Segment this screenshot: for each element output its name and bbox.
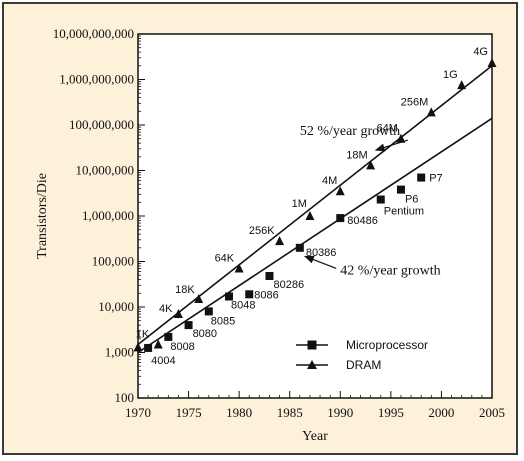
point-label: 256M [401,96,429,108]
y-axis: 100 1,000 10,000 100,000 1,000,000 10,000,000… [53,26,145,405]
point-label: 8085 [211,315,235,327]
point-microprocessor-80486 [336,214,345,223]
x-axis-title: Year [302,429,328,444]
x-tick-label: 1975 [176,405,202,420]
point-dram-256k [275,236,285,246]
legend-marker-dram [307,360,317,369]
y-tick-label: 100,000 [92,254,134,269]
x-tick-label: 2000 [428,405,454,420]
point-label: 18M [346,149,367,161]
point-dram-4m [335,186,345,196]
point-dram-4k [173,309,183,319]
legend-marker-microprocessor [307,340,317,350]
y-tick-label: 10,000,000 [76,163,135,178]
point-dram-64k [234,263,244,273]
y-tick-label: 1,000,000 [82,208,134,223]
point-microprocessor-p6 [396,185,405,194]
y-tick-label: 1,000 [105,345,134,360]
point-dram-256m [426,107,436,117]
x-tick-label: 2005 [479,405,505,420]
point-label: 8086 [254,289,278,301]
point-label: 1K [136,328,150,340]
point-microprocessor-8086 [245,290,254,299]
point-label: 80486 [347,215,378,227]
growth-annotation: 42 %/year growth [340,263,440,278]
legend-label-dram: DRAM [346,358,381,372]
point-label: 256K [249,225,275,237]
y-tick-label: 10,000 [98,299,134,314]
point-dram-64m [396,133,406,143]
y-axis-title: Transistors/Die [35,173,50,259]
point-label: P7 [429,173,442,185]
point-label: 64M [377,123,398,135]
point-microprocessor-8080 [184,321,193,330]
point-label: 8048 [231,300,255,312]
y-tick-label: 1,000,000,000 [59,72,134,87]
point-label: 64K [215,253,235,265]
point-microprocessor-8085 [204,307,213,316]
growth-annotation: 52 %/year growth [300,124,400,139]
point-label: Pentium [384,206,424,218]
x-tick-label: 1980 [226,405,252,420]
x-tick-label: 1995 [378,405,404,420]
chart-frame: 100 1,000 10,000 100,000 1,000,000 10,000,000… [2,2,518,455]
annotations: 52 %/year growth 42 %/year growth [300,124,441,278]
point-label: 80386 [306,247,337,259]
point-label: 4G [473,46,488,58]
x-tick-label: 1985 [277,405,303,420]
point-dram-4g [487,58,497,68]
point-dram-1k [153,339,163,349]
point-label: 4K [159,303,173,315]
point-microprocessor-80386 [295,243,304,252]
x-axis: 1970 1975 1980 1985 1990 1995 2000 2005 [125,391,505,420]
point-label: P6 [405,194,418,206]
y-tick-label: 100 [115,390,135,405]
point-label: 4M [322,175,337,187]
x-tick-label: 1990 [327,405,353,420]
chart: 100 1,000 10,000 100,000 1,000,000 10,000,000… [35,26,505,444]
point-microprocessor-8008 [164,332,173,341]
point-dram-1m [305,211,315,220]
point-dram-18k [194,293,204,303]
legend: Microprocessor DRAM [296,338,428,372]
point-label: 80286 [273,279,304,291]
plot-area [137,33,493,399]
trend-line-microprocessor [137,117,493,354]
point-microprocessor-p7 [417,173,426,182]
point-label: 8080 [193,328,217,340]
point-microprocessor-pentium [376,195,385,204]
point-microprocessor-80286 [265,272,274,281]
point-dram-1g [457,80,467,90]
legend-label-microprocessor: Microprocessor [346,338,428,352]
point-label: 8008 [170,341,194,353]
y-tick-label: 100,000,000 [69,117,134,132]
point-microprocessor-8048 [225,292,234,301]
growth-arrow [303,255,337,269]
y-tick-label: 10,000,000,000 [53,26,134,41]
point-label: 1G [443,69,458,81]
point-microprocessor-4004 [144,343,153,352]
point-label: 18K [175,284,195,296]
point-label: 4004 [151,355,175,367]
point-label: 1M [292,198,307,210]
x-tick-label: 1970 [125,405,151,420]
point-dram [133,342,143,352]
point-dram-18m [366,160,376,170]
